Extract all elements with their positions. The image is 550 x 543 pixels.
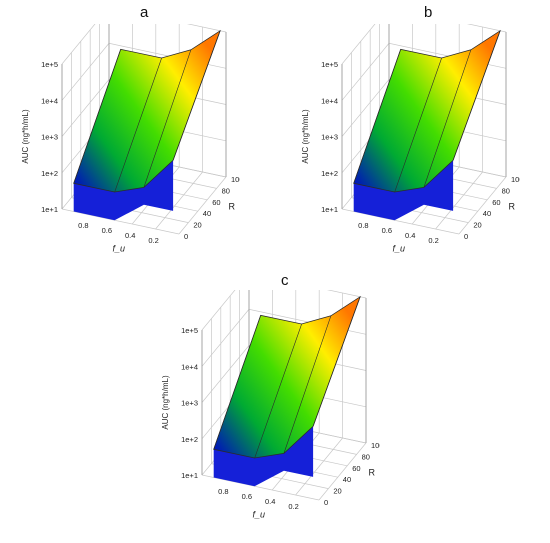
surface-mesh-line	[353, 49, 401, 184]
surface	[353, 29, 501, 221]
x-axis-label: f_u	[393, 244, 406, 254]
z-axis-label: AUC (ng*h/mL)	[21, 109, 30, 164]
y-axis-label: R	[229, 202, 236, 212]
surface-top	[73, 29, 221, 193]
surface-top	[213, 295, 361, 459]
surface-mesh-line	[114, 57, 162, 193]
axes: 1e+1 1e+2 1e+3 1e+4 1e+5 0.8 0.6 0.4 0.2 0 2040608…	[21, 60, 244, 254]
panel-label-a: a	[140, 4, 149, 21]
x-tick-label: 0.8	[358, 221, 368, 230]
x-tick-label: 0.4	[405, 231, 415, 240]
z-tick-label: 1e+2	[181, 435, 198, 444]
floor-grid-line	[318, 442, 367, 501]
y-tick-label: 60	[212, 198, 220, 207]
surface-front-face	[353, 160, 454, 221]
z-tick-label: 1e+3	[321, 133, 338, 142]
surface-top	[353, 29, 501, 193]
z-axis-label: AUC (ng*h/mL)	[301, 109, 310, 164]
surface-mesh-line	[213, 315, 261, 450]
surface-mesh-line	[143, 49, 192, 188]
y-tick-label: 80	[362, 452, 370, 461]
surface-plot-c: 1e+1 1e+2 1e+3 1e+4 1e+5 0.8 0.6 0.4 0.2 0 2040608…	[161, 272, 384, 520]
y-tick-label: 100	[371, 441, 380, 450]
surface-mesh-line	[172, 30, 221, 161]
surface-mesh-line	[73, 49, 121, 184]
x-tick-label: 0.6	[382, 226, 392, 235]
surface-plot-b: 1e+1 1e+2 1e+3 1e+4 1e+5 0.8 0.6 0.4 0.2 0 2040608…	[301, 6, 524, 254]
x-tick-label: 0.4	[265, 497, 275, 506]
y-tick-label: 40	[483, 209, 491, 218]
z-tick-label: 1e+2	[321, 169, 338, 178]
x-tick-label: 0.6	[102, 226, 112, 235]
z-tick-label: 1e+1	[181, 471, 198, 480]
x-tick-label: 0.4	[125, 231, 135, 240]
surface-mesh-line	[423, 49, 472, 188]
y-tick-label: 60	[352, 464, 360, 473]
surface-mesh-line	[312, 296, 361, 427]
z-tick-label: 1e+3	[41, 133, 58, 142]
x-axis-label: f_u	[253, 510, 266, 520]
surface-mesh-line	[283, 315, 332, 454]
x-tick-label: 0.2	[288, 502, 298, 511]
z-tick-label: 1e+1	[41, 205, 58, 214]
x-tick-label: 0.2	[428, 236, 438, 245]
floor-grid-line	[155, 171, 203, 230]
z-tick-label: 1e+5	[41, 60, 58, 69]
y-tick-label: 0	[184, 232, 188, 241]
chart-panel-c: 1e+1 1e+2 1e+3 1e+4 1e+5 0.8 0.6 0.4 0.2 0 20 40 60 8…	[140, 272, 384, 538]
y-tick-label: 80	[222, 186, 230, 195]
y-tick-label: 20	[333, 487, 341, 496]
floor-grid-line	[458, 176, 507, 235]
chart-panel-a: 1e+1 1e+2 1e+3 1e+4 1e+5 0.8 0.6 0.4 0.2 0 20 40 60 8…	[0, 6, 244, 272]
y-tick-label: 40	[343, 475, 351, 484]
x-tick-label: 0.6	[242, 492, 252, 501]
y-tick-label: 20	[473, 221, 481, 230]
floor-grid-line	[178, 176, 227, 235]
x-tick-label: 0.8	[78, 221, 88, 230]
plot-walls	[341, 6, 507, 235]
x-tick-label: 0.8	[218, 487, 228, 496]
z-tick-label: 1e+3	[181, 399, 198, 408]
z-tick-label: 1e+1	[321, 205, 338, 214]
surface-mesh-line	[394, 57, 442, 193]
axes: 1e+1 1e+2 1e+3 1e+4 1e+5 0.8 0.6 0.4 0.2 0 2040608…	[161, 326, 384, 520]
y-axis-label: R	[369, 468, 376, 478]
axes: 1e+1 1e+2 1e+3 1e+4 1e+5 0.8 0.6 0.4 0.2 0 2040608…	[301, 60, 524, 254]
surface	[213, 295, 361, 487]
surface-mesh-line	[254, 323, 302, 459]
y-tick-label: 0	[464, 232, 468, 241]
y-tick-label: 80	[502, 186, 510, 195]
y-tick-label: 40	[203, 209, 211, 218]
surface-mesh-line	[452, 30, 501, 161]
z-tick-label: 1e+5	[321, 60, 338, 69]
surface	[73, 29, 221, 221]
z-tick-label: 1e+4	[321, 96, 338, 105]
y-tick-label: 100	[231, 175, 240, 184]
y-tick-label: 100	[511, 175, 520, 184]
surface-plot-a: 1e+1 1e+2 1e+3 1e+4 1e+5 0.8 0.6 0.4 0.2 0 2040608…	[21, 6, 244, 254]
z-tick-label: 1e+4	[181, 362, 198, 371]
y-tick-label: 20	[193, 221, 201, 230]
chart-panel-b: 1e+1 1e+2 1e+3 1e+4 1e+5 0.8 0.6 0.4 0.2 0 20 40 60 8…	[280, 6, 524, 272]
y-tick-label: 60	[492, 198, 500, 207]
z-tick-label: 1e+4	[41, 96, 58, 105]
y-tick-label: 0	[324, 498, 328, 507]
floor-grid-line	[295, 437, 343, 496]
panel-label-b: b	[424, 4, 433, 21]
floor-grid-line	[435, 171, 483, 230]
surface-front-face	[213, 426, 314, 487]
y-axis-label: R	[509, 202, 516, 212]
z-tick-label: 1e+2	[41, 169, 58, 178]
surface-front-face	[73, 160, 174, 221]
z-axis-label: AUC (ng*h/mL)	[161, 375, 170, 430]
x-axis-label: f_u	[113, 244, 126, 254]
z-tick-label: 1e+5	[181, 326, 198, 335]
panel-label-c: c	[281, 272, 289, 289]
x-tick-label: 0.2	[148, 236, 158, 245]
